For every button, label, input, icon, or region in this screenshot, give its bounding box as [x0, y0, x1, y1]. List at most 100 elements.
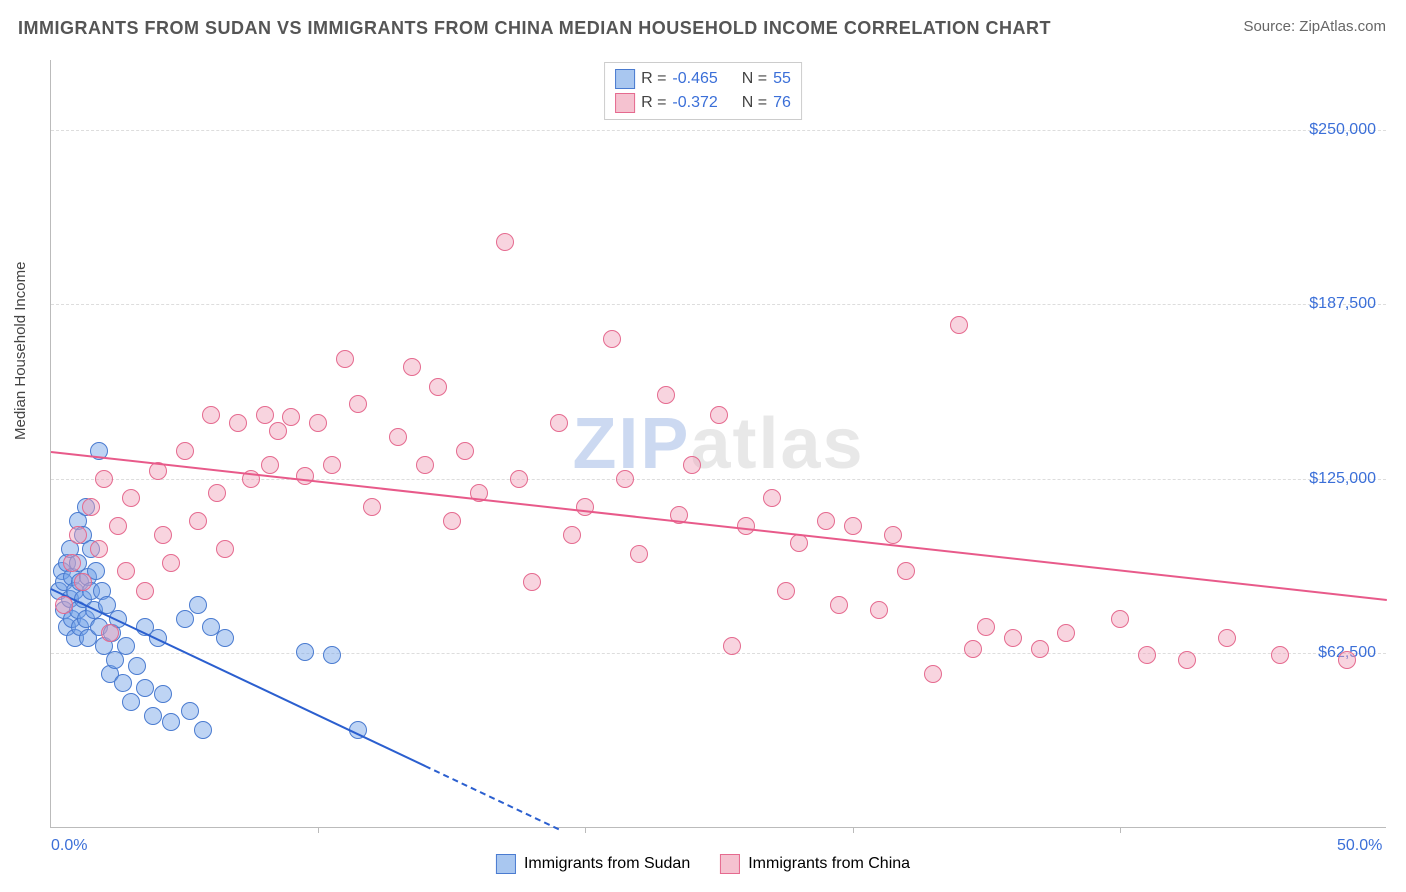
data-point-china [282, 408, 300, 426]
data-point-china [176, 442, 194, 460]
x-tick-mark [318, 827, 319, 833]
x-tick-mark [853, 827, 854, 833]
data-point-china [950, 316, 968, 334]
data-point-sudan [176, 610, 194, 628]
legend-stats: R = -0.465 N = 55 R = -0.372 N = 76 [604, 62, 802, 120]
data-point-china [456, 442, 474, 460]
y-tick-label: $125,000 [1309, 470, 1376, 488]
source-attribution: Source: ZipAtlas.com [1243, 18, 1386, 35]
data-point-china [63, 554, 81, 572]
data-point-china [136, 582, 154, 600]
x-tick-label: 50.0% [1337, 837, 1382, 855]
n-value: 76 [773, 94, 791, 112]
data-point-china [101, 624, 119, 642]
r-value: -0.372 [672, 94, 717, 112]
y-tick-label: $250,000 [1309, 121, 1376, 139]
data-point-china [162, 554, 180, 572]
data-point-china [523, 573, 541, 591]
data-point-china [208, 484, 226, 502]
y-tick-label: $187,500 [1309, 295, 1376, 313]
data-point-china [82, 498, 100, 516]
data-point-sudan [128, 657, 146, 675]
legend-swatch [496, 854, 516, 874]
data-point-china [723, 637, 741, 655]
legend-stats-row: R = -0.372 N = 76 [615, 91, 791, 115]
data-point-china [1111, 610, 1129, 628]
data-point-china [510, 470, 528, 488]
legend-series: Immigrants from Sudan Immigrants from Chi… [496, 854, 910, 874]
x-tick-mark [1120, 827, 1121, 833]
data-point-china [1178, 651, 1196, 669]
data-point-china [790, 534, 808, 552]
data-point-china [763, 489, 781, 507]
data-point-china [1004, 629, 1022, 647]
data-point-china [924, 665, 942, 683]
data-point-sudan [296, 643, 314, 661]
data-point-sudan [114, 674, 132, 692]
data-point-china [261, 456, 279, 474]
data-point-china [897, 562, 915, 580]
x-tick-label: 0.0% [51, 837, 87, 855]
legend-item: Immigrants from Sudan [496, 854, 690, 874]
r-label: R = [641, 94, 666, 112]
data-point-china [830, 596, 848, 614]
x-tick-mark [585, 827, 586, 833]
legend-swatch [720, 854, 740, 874]
data-point-china [817, 512, 835, 530]
r-value: -0.465 [672, 70, 717, 88]
legend-swatch [615, 93, 635, 113]
data-point-sudan [162, 713, 180, 731]
data-point-sudan [189, 596, 207, 614]
data-point-china [616, 470, 634, 488]
data-point-sudan [181, 702, 199, 720]
data-point-china [323, 456, 341, 474]
data-point-china [977, 618, 995, 636]
data-point-china [229, 414, 247, 432]
trendline-china [51, 451, 1387, 601]
data-point-sudan [144, 707, 162, 725]
data-point-china [550, 414, 568, 432]
data-point-sudan [323, 646, 341, 664]
trendline-sudan-dash [425, 765, 559, 830]
data-point-sudan [117, 637, 135, 655]
data-point-china [69, 526, 87, 544]
scatter-plot: ZIPatlas $62,500$125,000$187,500$250,000… [50, 60, 1386, 828]
gridline-h [51, 304, 1386, 305]
data-point-sudan [216, 629, 234, 647]
data-point-china [496, 233, 514, 251]
data-point-china [884, 526, 902, 544]
data-point-china [844, 517, 862, 535]
data-point-china [389, 428, 407, 446]
y-axis-label: Median Household Income [12, 262, 29, 440]
legend-label: Immigrants from Sudan [524, 855, 690, 873]
r-label: R = [641, 70, 666, 88]
gridline-h [51, 130, 1386, 131]
data-point-sudan [154, 685, 172, 703]
data-point-china [710, 406, 728, 424]
data-point-china [1338, 651, 1356, 669]
data-point-china [256, 406, 274, 424]
data-point-china [349, 395, 367, 413]
data-point-china [870, 601, 888, 619]
data-point-china [363, 498, 381, 516]
data-point-china [576, 498, 594, 516]
data-point-china [777, 582, 795, 600]
data-point-china [74, 573, 92, 591]
chart-title: IMMIGRANTS FROM SUDAN VS IMMIGRANTS FROM… [18, 18, 1051, 39]
data-point-china [429, 378, 447, 396]
n-label: N = [742, 94, 767, 112]
data-point-china [1271, 646, 1289, 664]
data-point-china [90, 540, 108, 558]
data-point-china [964, 640, 982, 658]
data-point-china [1057, 624, 1075, 642]
data-point-china [443, 512, 461, 530]
data-point-sudan [194, 721, 212, 739]
data-point-china [216, 540, 234, 558]
n-value: 55 [773, 70, 791, 88]
legend-label: Immigrants from China [748, 855, 910, 873]
legend-item: Immigrants from China [720, 854, 910, 874]
data-point-china [1218, 629, 1236, 647]
data-point-china [117, 562, 135, 580]
data-point-china [1031, 640, 1049, 658]
data-point-sudan [122, 693, 140, 711]
